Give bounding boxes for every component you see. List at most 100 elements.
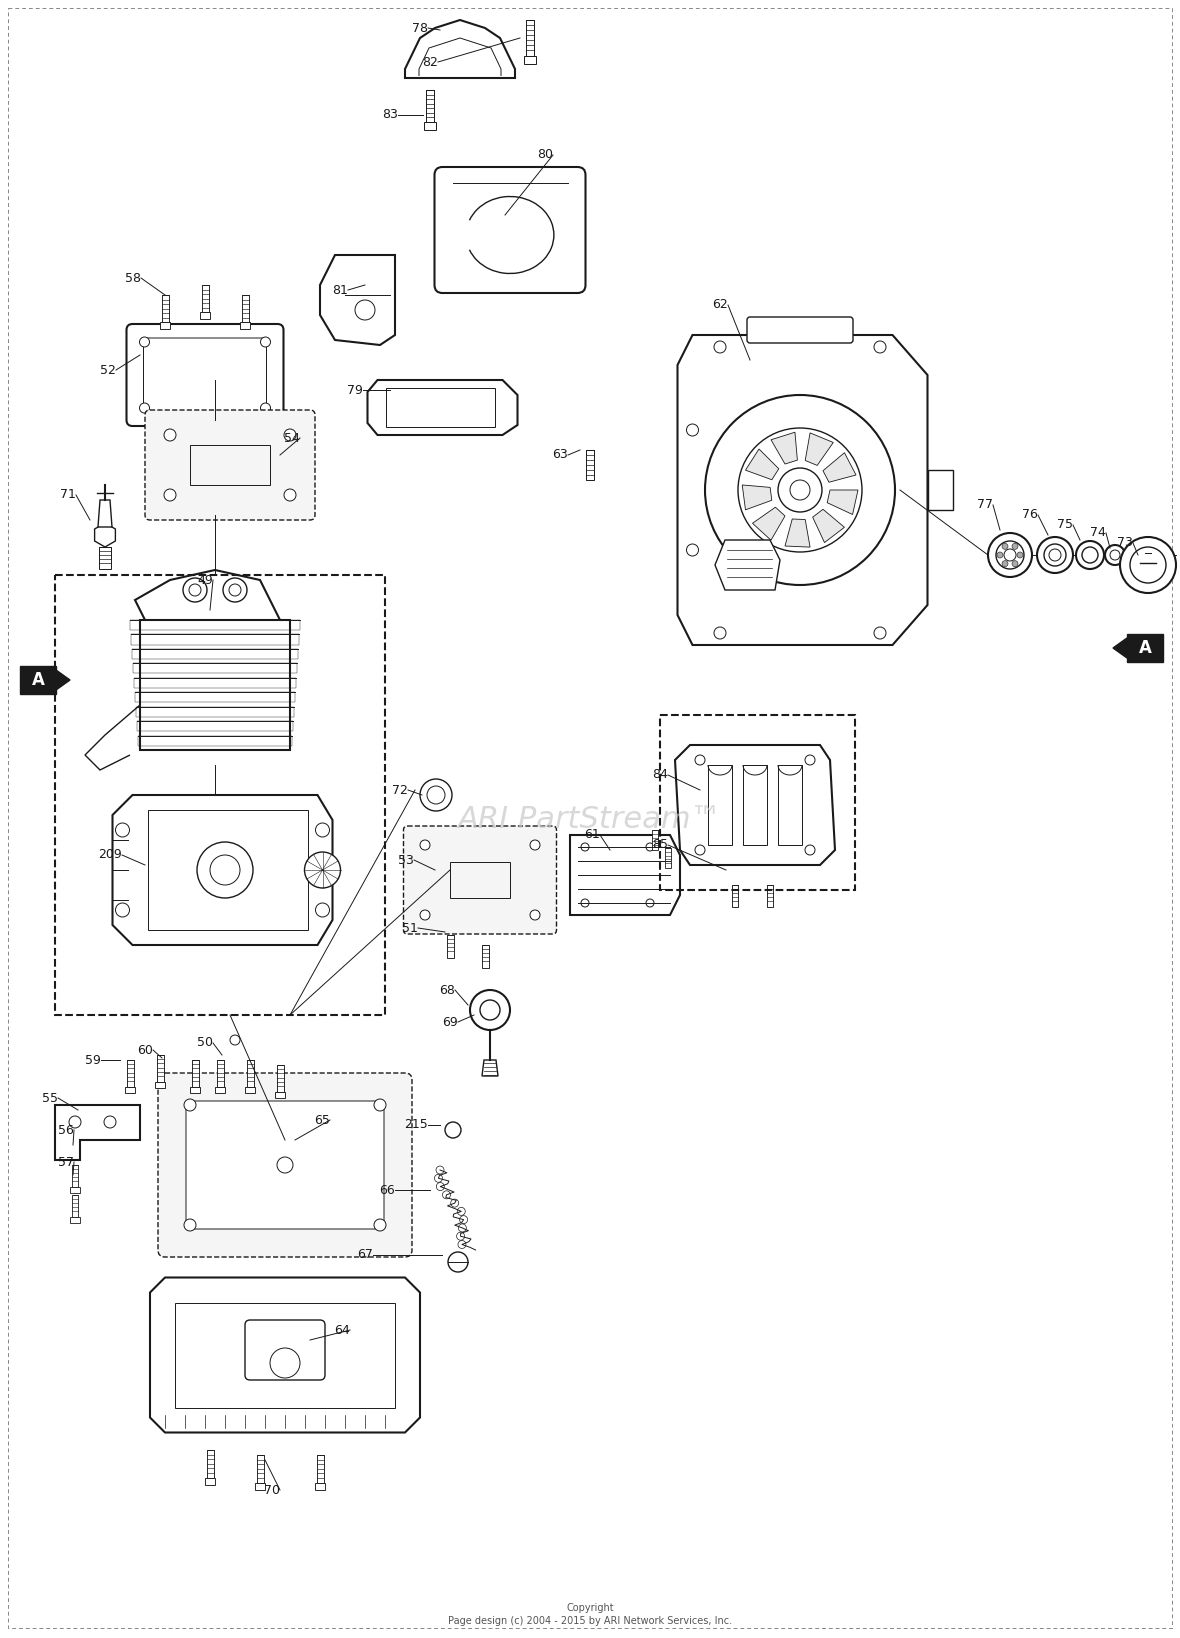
Circle shape	[261, 403, 270, 413]
Text: 71: 71	[60, 488, 76, 501]
Bar	[927, 470, 952, 509]
Text: A: A	[1139, 639, 1152, 657]
FancyBboxPatch shape	[186, 1101, 384, 1228]
Circle shape	[420, 840, 430, 850]
Polygon shape	[70, 1217, 80, 1224]
Bar	[130, 621, 300, 631]
Circle shape	[420, 780, 452, 811]
Bar	[666, 848, 671, 868]
Bar	[450, 862, 510, 898]
Text: 64: 64	[334, 1324, 350, 1337]
Circle shape	[184, 1219, 196, 1232]
Text: 70: 70	[264, 1484, 280, 1497]
Circle shape	[448, 1251, 468, 1273]
Polygon shape	[245, 1088, 255, 1093]
Text: 75: 75	[1057, 519, 1073, 531]
Circle shape	[445, 1122, 461, 1138]
Bar	[138, 735, 291, 745]
Circle shape	[277, 1156, 293, 1173]
Circle shape	[116, 903, 130, 917]
Text: 56: 56	[58, 1124, 74, 1137]
Bar	[157, 1055, 164, 1083]
Bar	[732, 885, 738, 907]
Circle shape	[1017, 552, 1023, 559]
Bar	[136, 706, 294, 717]
Circle shape	[778, 468, 822, 513]
Text: 69: 69	[442, 1016, 458, 1029]
Bar	[743, 765, 767, 845]
Circle shape	[997, 552, 1003, 559]
Circle shape	[1012, 560, 1018, 567]
Polygon shape	[827, 490, 858, 514]
Circle shape	[1037, 537, 1073, 573]
Bar	[135, 678, 296, 688]
Polygon shape	[112, 794, 333, 945]
Circle shape	[530, 911, 540, 921]
Circle shape	[223, 578, 247, 603]
Polygon shape	[255, 1482, 266, 1491]
Text: 59: 59	[85, 1053, 101, 1066]
Polygon shape	[367, 380, 518, 436]
Circle shape	[805, 755, 815, 765]
Bar	[316, 1455, 323, 1482]
FancyBboxPatch shape	[158, 1073, 412, 1256]
Circle shape	[374, 1099, 386, 1111]
Polygon shape	[199, 311, 210, 319]
Circle shape	[261, 337, 270, 347]
Polygon shape	[822, 452, 856, 482]
Text: 60: 60	[137, 1043, 153, 1057]
Bar	[72, 1165, 78, 1188]
Bar	[386, 388, 494, 428]
Text: 79: 79	[347, 383, 363, 396]
FancyBboxPatch shape	[126, 324, 283, 426]
Polygon shape	[753, 508, 785, 541]
Polygon shape	[320, 256, 395, 346]
Circle shape	[284, 490, 296, 501]
Circle shape	[714, 627, 726, 639]
Polygon shape	[240, 323, 250, 329]
FancyBboxPatch shape	[145, 410, 315, 519]
Text: 55: 55	[42, 1091, 58, 1104]
Bar	[202, 285, 209, 311]
Text: 62: 62	[712, 298, 728, 311]
Text: ARI PartStream™: ARI PartStream™	[458, 806, 722, 834]
Circle shape	[581, 844, 589, 852]
Circle shape	[530, 840, 540, 850]
Circle shape	[1076, 541, 1104, 568]
Text: 53: 53	[398, 853, 414, 867]
Polygon shape	[771, 432, 798, 464]
Bar	[481, 945, 489, 968]
Bar	[446, 935, 453, 958]
Bar	[133, 663, 297, 673]
Text: 80: 80	[537, 149, 553, 162]
Circle shape	[988, 532, 1032, 577]
Bar	[242, 295, 249, 323]
Circle shape	[164, 429, 176, 441]
Bar	[162, 295, 169, 323]
Bar	[191, 1060, 198, 1088]
Text: 77: 77	[977, 498, 994, 511]
Polygon shape	[155, 1083, 165, 1088]
Polygon shape	[675, 745, 835, 865]
Text: 72: 72	[392, 783, 408, 796]
Polygon shape	[94, 523, 116, 547]
Bar	[137, 721, 293, 731]
Text: 215: 215	[404, 1119, 428, 1132]
Polygon shape	[275, 1093, 286, 1097]
Text: 51: 51	[402, 922, 418, 935]
Bar	[132, 649, 299, 658]
Polygon shape	[150, 1278, 420, 1433]
Circle shape	[104, 1115, 116, 1129]
Text: 67: 67	[358, 1248, 373, 1261]
Text: 65: 65	[314, 1114, 330, 1127]
Text: 81: 81	[332, 283, 348, 296]
Text: 76: 76	[1022, 508, 1038, 521]
Polygon shape	[55, 1106, 140, 1160]
Circle shape	[695, 755, 704, 765]
Circle shape	[874, 341, 886, 354]
Bar	[206, 1450, 214, 1477]
Bar	[767, 885, 773, 907]
FancyBboxPatch shape	[747, 318, 853, 342]
Circle shape	[1120, 537, 1176, 593]
Polygon shape	[55, 670, 70, 690]
